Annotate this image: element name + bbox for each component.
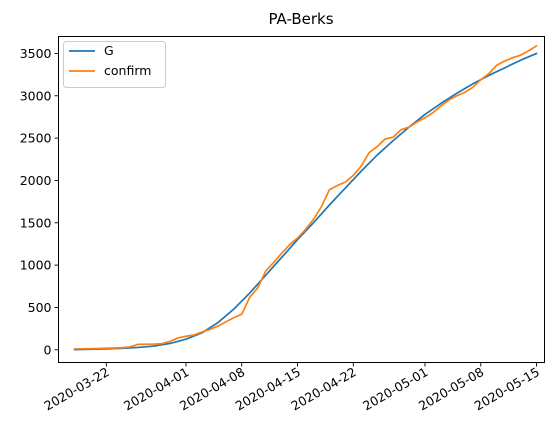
y-tick-label: 500 [28, 300, 52, 315]
y-tick-label: 2500 [20, 131, 52, 146]
plot-area [58, 36, 545, 363]
chart-title: PA-Berks [268, 10, 333, 28]
y-tick-label: 0 [44, 342, 52, 357]
y-tick-label: 1500 [20, 215, 52, 230]
x-tick-label: 2020-03-22 [41, 364, 111, 413]
series-layer [73, 44, 538, 351]
legend-box [63, 41, 166, 88]
y-tick-label: 3500 [20, 46, 52, 61]
y-tick-label: 3000 [20, 88, 52, 103]
plot-frame [58, 36, 545, 363]
legend-label-G: G [104, 43, 114, 58]
legend-label-confirm: confirm [104, 63, 151, 78]
y-tick-label: 1000 [20, 258, 52, 273]
series-line-confirm [73, 44, 538, 350]
series-line-G [73, 52, 538, 351]
y-tick-label: 2000 [20, 173, 52, 188]
